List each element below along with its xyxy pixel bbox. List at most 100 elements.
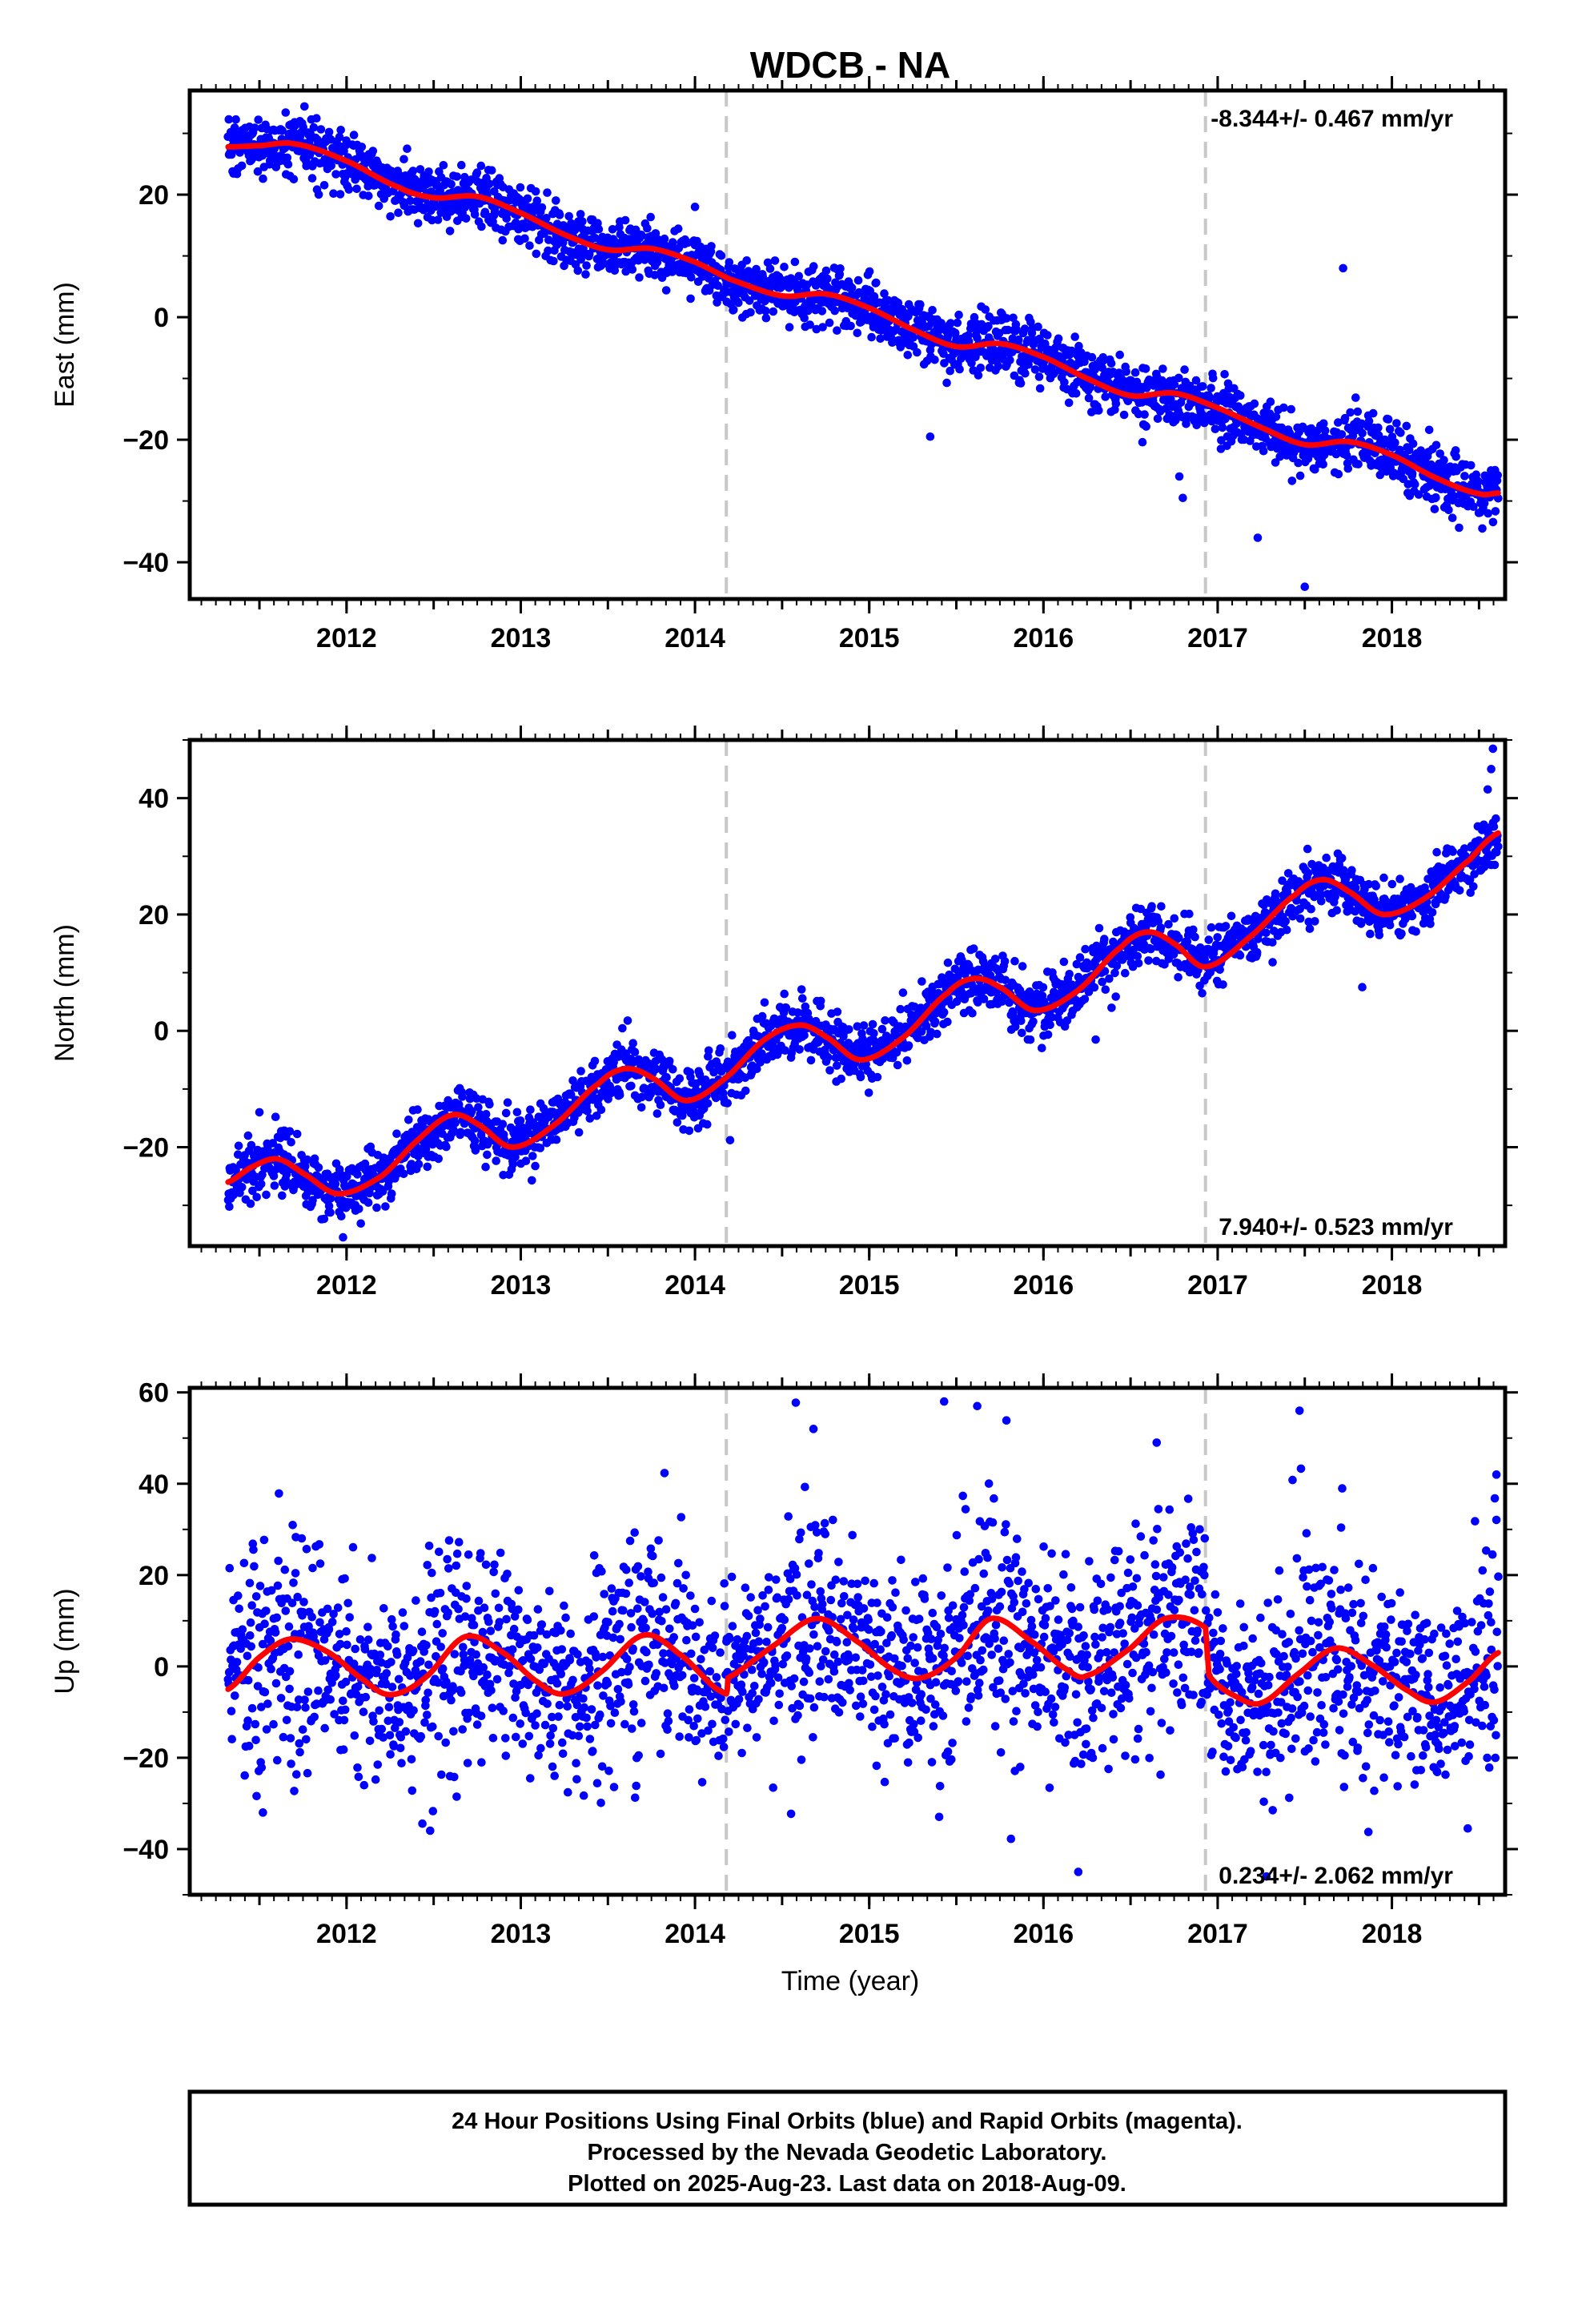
data-point bbox=[416, 165, 425, 174]
data-point bbox=[869, 292, 879, 301]
data-point bbox=[1374, 431, 1383, 440]
data-point bbox=[1025, 987, 1034, 996]
data-point bbox=[703, 1099, 713, 1108]
data-point bbox=[428, 215, 436, 225]
data-point bbox=[1451, 446, 1460, 455]
data-point bbox=[873, 1072, 882, 1082]
data-point bbox=[881, 1016, 889, 1025]
data-point bbox=[394, 208, 403, 218]
data-point bbox=[928, 306, 937, 315]
data-point bbox=[1170, 914, 1179, 923]
data-point bbox=[314, 1163, 323, 1172]
data-point bbox=[576, 210, 585, 219]
data-point bbox=[781, 1046, 789, 1055]
data-point bbox=[1071, 389, 1081, 398]
data-point bbox=[823, 274, 832, 283]
data-point bbox=[421, 1144, 431, 1153]
data-point bbox=[302, 161, 311, 171]
data-point bbox=[387, 1189, 396, 1198]
data-point bbox=[877, 1024, 887, 1034]
data-point bbox=[456, 1128, 465, 1137]
data-point bbox=[1009, 313, 1018, 323]
data-point bbox=[352, 184, 361, 194]
data-point bbox=[357, 143, 367, 151]
data-point bbox=[558, 238, 568, 247]
data-point bbox=[1395, 875, 1404, 883]
data-point bbox=[1035, 384, 1045, 393]
outlier-point bbox=[1487, 765, 1496, 774]
data-point bbox=[917, 977, 926, 986]
east-panel: 2012 2013 2014 2015 2016 2017 2018−40−20020Eas… bbox=[50, 76, 1518, 653]
data-point bbox=[1107, 1003, 1116, 1012]
data-point bbox=[621, 267, 630, 276]
data-point bbox=[1010, 1022, 1020, 1031]
data-point bbox=[564, 211, 573, 221]
data-point bbox=[662, 1072, 671, 1082]
data-point bbox=[797, 985, 806, 994]
data-point bbox=[360, 1159, 370, 1168]
figure-title: WDCB - NA bbox=[750, 44, 950, 86]
data-point bbox=[485, 1100, 494, 1109]
data-point bbox=[695, 1070, 705, 1080]
x-tick-label: 2015 bbox=[839, 623, 900, 653]
data-point bbox=[939, 1007, 949, 1017]
data-point bbox=[713, 281, 723, 291]
data-point bbox=[1060, 378, 1069, 387]
data-point bbox=[1026, 1035, 1035, 1044]
data-point bbox=[487, 166, 496, 175]
data-point bbox=[287, 1138, 295, 1147]
data-point bbox=[685, 1126, 694, 1136]
data-point bbox=[652, 1109, 662, 1118]
data-point bbox=[790, 257, 800, 267]
data-point bbox=[979, 995, 989, 1003]
data-point bbox=[1146, 944, 1155, 954]
data-point bbox=[1204, 935, 1214, 944]
data-point bbox=[1493, 471, 1502, 480]
data-point bbox=[981, 305, 990, 314]
data-point bbox=[1460, 472, 1469, 480]
data-point bbox=[539, 1104, 548, 1113]
data-point bbox=[1268, 958, 1277, 967]
data-point bbox=[1090, 983, 1099, 992]
data-point bbox=[930, 356, 939, 364]
data-point bbox=[1112, 961, 1122, 971]
data-point bbox=[651, 229, 661, 238]
data-point bbox=[660, 234, 669, 243]
data-point bbox=[331, 170, 340, 179]
data-point bbox=[1038, 1043, 1046, 1052]
data-point bbox=[1474, 476, 1483, 486]
data-point bbox=[1189, 925, 1198, 935]
data-point bbox=[285, 1127, 295, 1136]
data-point bbox=[1424, 425, 1434, 435]
data-point bbox=[1404, 445, 1414, 455]
data-point bbox=[816, 996, 825, 1006]
data-point bbox=[1295, 904, 1304, 914]
data-point bbox=[1358, 428, 1367, 438]
model-fit-line bbox=[225, 830, 1501, 1197]
velocity-annotation: -8.344+/- 0.467 mm/yr bbox=[1211, 106, 1453, 132]
data-point bbox=[1319, 419, 1328, 428]
data-point bbox=[943, 958, 953, 967]
data-point bbox=[1411, 927, 1420, 936]
data-point bbox=[300, 102, 309, 111]
data-point bbox=[536, 1144, 545, 1152]
data-point bbox=[608, 225, 617, 234]
data-point bbox=[1018, 962, 1027, 971]
data-point bbox=[946, 319, 955, 328]
data-point bbox=[442, 1142, 451, 1152]
data-point bbox=[656, 1100, 665, 1109]
data-point bbox=[1169, 950, 1178, 959]
data-point bbox=[1017, 1016, 1026, 1025]
data-point bbox=[471, 1146, 480, 1155]
data-point bbox=[1430, 505, 1439, 513]
data-point bbox=[400, 155, 408, 164]
outlier-point bbox=[1091, 1035, 1100, 1044]
data-point bbox=[984, 322, 993, 331]
data-point bbox=[725, 258, 734, 267]
data-point bbox=[1259, 446, 1268, 456]
data-point bbox=[386, 212, 395, 221]
data-point bbox=[643, 223, 652, 233]
data-point bbox=[250, 123, 259, 132]
data-point bbox=[576, 255, 585, 264]
data-point bbox=[864, 1088, 873, 1097]
